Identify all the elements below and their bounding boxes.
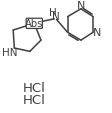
FancyBboxPatch shape [26,19,42,29]
Text: N: N [52,12,59,22]
Text: HCl: HCl [23,93,46,106]
Text: N: N [93,28,102,38]
Text: H: H [49,7,56,17]
Text: Abs: Abs [25,19,43,28]
Text: HCl: HCl [23,81,46,94]
Text: HN: HN [2,47,17,57]
Text: N: N [77,1,85,11]
